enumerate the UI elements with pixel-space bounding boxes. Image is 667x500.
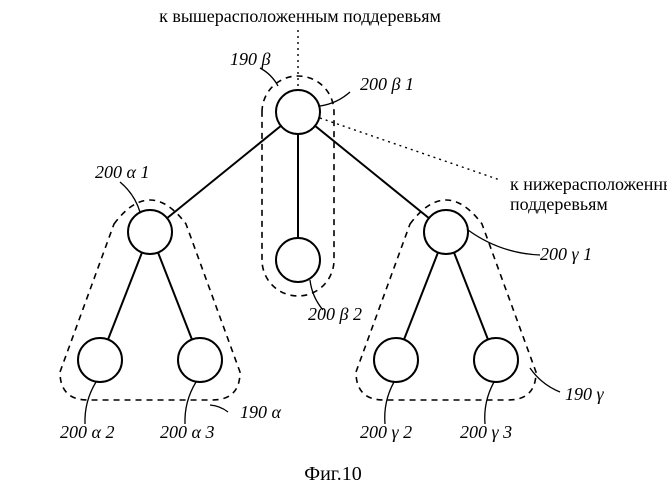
leader-0	[260, 68, 278, 86]
node-label-a3: 200 α 3	[160, 422, 214, 442]
node-b2	[276, 238, 320, 282]
figure-caption: Фиг.10	[304, 463, 361, 485]
right-annotation-line1: к нижерасположенным	[510, 174, 667, 194]
group-label-beta: 190 β	[230, 49, 271, 69]
top-annotation: к вышерасположенным поддеревьям	[159, 6, 441, 26]
edge-g1-g3	[454, 252, 488, 339]
right-annotation-line2: поддеревьям	[510, 194, 608, 214]
group-label-gamma: 190 γ	[565, 384, 605, 404]
node-label-g1: 200 γ 1	[540, 244, 592, 264]
dotted-ref-1	[320, 118, 500, 180]
node-label-g2: 200 γ 2	[360, 422, 412, 442]
group-label-alpha: 190 α	[240, 402, 282, 422]
leader-3	[210, 405, 228, 412]
node-label-a1: 200 α 1	[95, 162, 149, 182]
node-label-a2: 200 α 2	[60, 422, 114, 442]
leader-10	[485, 382, 494, 424]
node-label-b1: 200 β 1	[360, 74, 414, 94]
leader-9	[385, 382, 394, 424]
leader-7	[85, 382, 96, 424]
leader-1	[320, 92, 350, 106]
edge-b1-g1	[315, 126, 429, 218]
edge-b1-a1	[167, 126, 281, 218]
node-g2	[374, 338, 418, 382]
leader-8	[185, 382, 196, 424]
edge-a1-a2	[108, 252, 142, 339]
node-g3	[474, 338, 518, 382]
node-a1	[128, 210, 172, 254]
diagram-canvas: к вышерасположенным поддеревьям к нижерас…	[0, 0, 667, 500]
edge-g1-g2	[404, 252, 438, 339]
node-g1	[424, 210, 468, 254]
node-b1	[276, 90, 320, 134]
node-label-g3: 200 γ 3	[460, 422, 512, 442]
node-a3	[178, 338, 222, 382]
edge-a1-a3	[158, 252, 192, 339]
leader-4	[468, 230, 540, 255]
node-label-b2: 200 β 2	[308, 304, 362, 324]
leader-5	[530, 368, 560, 392]
node-a2	[78, 338, 122, 382]
